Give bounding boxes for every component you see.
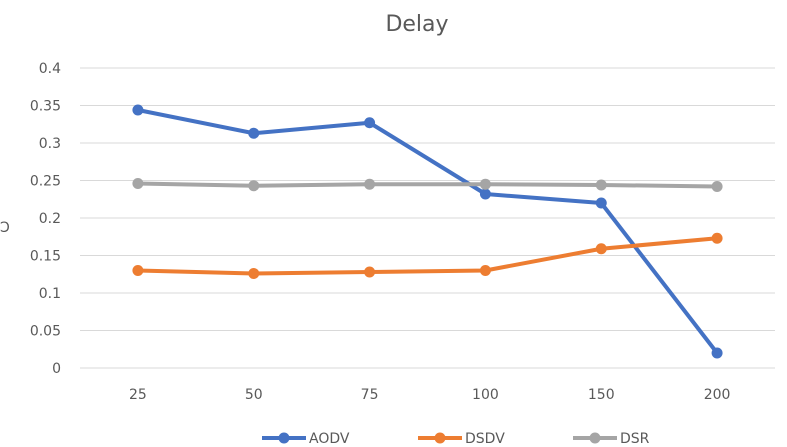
series-aodv bbox=[132, 104, 723, 359]
legend: AODV DSDV DSR bbox=[262, 431, 650, 447]
legend-entry-aodv: AODV bbox=[262, 431, 350, 447]
data-point-dsr bbox=[479, 178, 491, 190]
legend-entry-dsr: DSR bbox=[573, 431, 650, 447]
data-point-dsdv bbox=[595, 243, 607, 255]
data-point-aodv bbox=[364, 117, 376, 129]
series-line-dsr bbox=[135, 181, 720, 189]
y-tick-label: 0.4 bbox=[39, 61, 61, 77]
data-point-aodv bbox=[132, 104, 144, 116]
chart-title: Delay bbox=[385, 12, 448, 37]
x-axis-ticks: 25 50 75 100 150 200 bbox=[129, 387, 730, 403]
data-point-dsdv bbox=[248, 268, 260, 279]
legend-swatch-marker bbox=[434, 432, 446, 444]
data-point-dsdv bbox=[132, 265, 144, 276]
legend-entry-dsdv: DSDV bbox=[418, 431, 505, 447]
data-point-aodv bbox=[479, 188, 491, 200]
data-point-aodv bbox=[711, 347, 723, 359]
x-tick-label: 100 bbox=[472, 387, 499, 403]
x-tick-label: 50 bbox=[245, 387, 263, 403]
y-axis-ticks: 0 0.05 0.1 0.15 0.2 0.25 0.3 0.35 0.4 bbox=[30, 61, 61, 377]
data-point-dsdv bbox=[711, 232, 723, 244]
x-tick-label: 75 bbox=[361, 387, 379, 403]
x-tick-label: 150 bbox=[588, 387, 615, 403]
data-point-aodv bbox=[595, 197, 607, 209]
data-point-dsr bbox=[364, 178, 376, 190]
y-tick-label: 0.3 bbox=[39, 136, 61, 152]
legend-label: DSR bbox=[620, 431, 650, 447]
legend-label: AODV bbox=[309, 431, 350, 447]
x-tick-label: 200 bbox=[704, 387, 731, 403]
y-tick-label: 0.25 bbox=[30, 174, 61, 190]
legend-label: DSDV bbox=[465, 431, 505, 447]
y-tick-label: 0.05 bbox=[30, 324, 61, 340]
y-tick-label: 0.2 bbox=[39, 211, 61, 227]
data-point-dsr bbox=[595, 179, 607, 191]
data-point-aodv bbox=[248, 127, 260, 139]
data-point-dsdv bbox=[364, 266, 376, 278]
series-line-aodv bbox=[135, 108, 720, 355]
series-dsr bbox=[132, 178, 723, 192]
series-lines bbox=[132, 104, 723, 359]
y-tick-label: 0.15 bbox=[30, 249, 61, 265]
x-tick-label: 25 bbox=[129, 387, 147, 403]
y-axis-label-fragment: Ↄ bbox=[0, 220, 10, 236]
y-tick-label: 0 bbox=[52, 361, 61, 377]
series-line-dsdv bbox=[135, 236, 720, 276]
legend-swatch-marker bbox=[589, 432, 601, 444]
series-dsdv bbox=[132, 232, 723, 279]
y-tick-label: 0.1 bbox=[39, 286, 61, 302]
gridlines bbox=[80, 67, 775, 369]
data-point-dsr bbox=[711, 181, 723, 192]
data-point-dsr bbox=[248, 180, 260, 192]
data-point-dsdv bbox=[479, 265, 491, 276]
y-tick-label: 0.35 bbox=[30, 99, 61, 115]
data-point-dsr bbox=[132, 178, 144, 189]
legend-swatch-marker bbox=[278, 432, 290, 444]
